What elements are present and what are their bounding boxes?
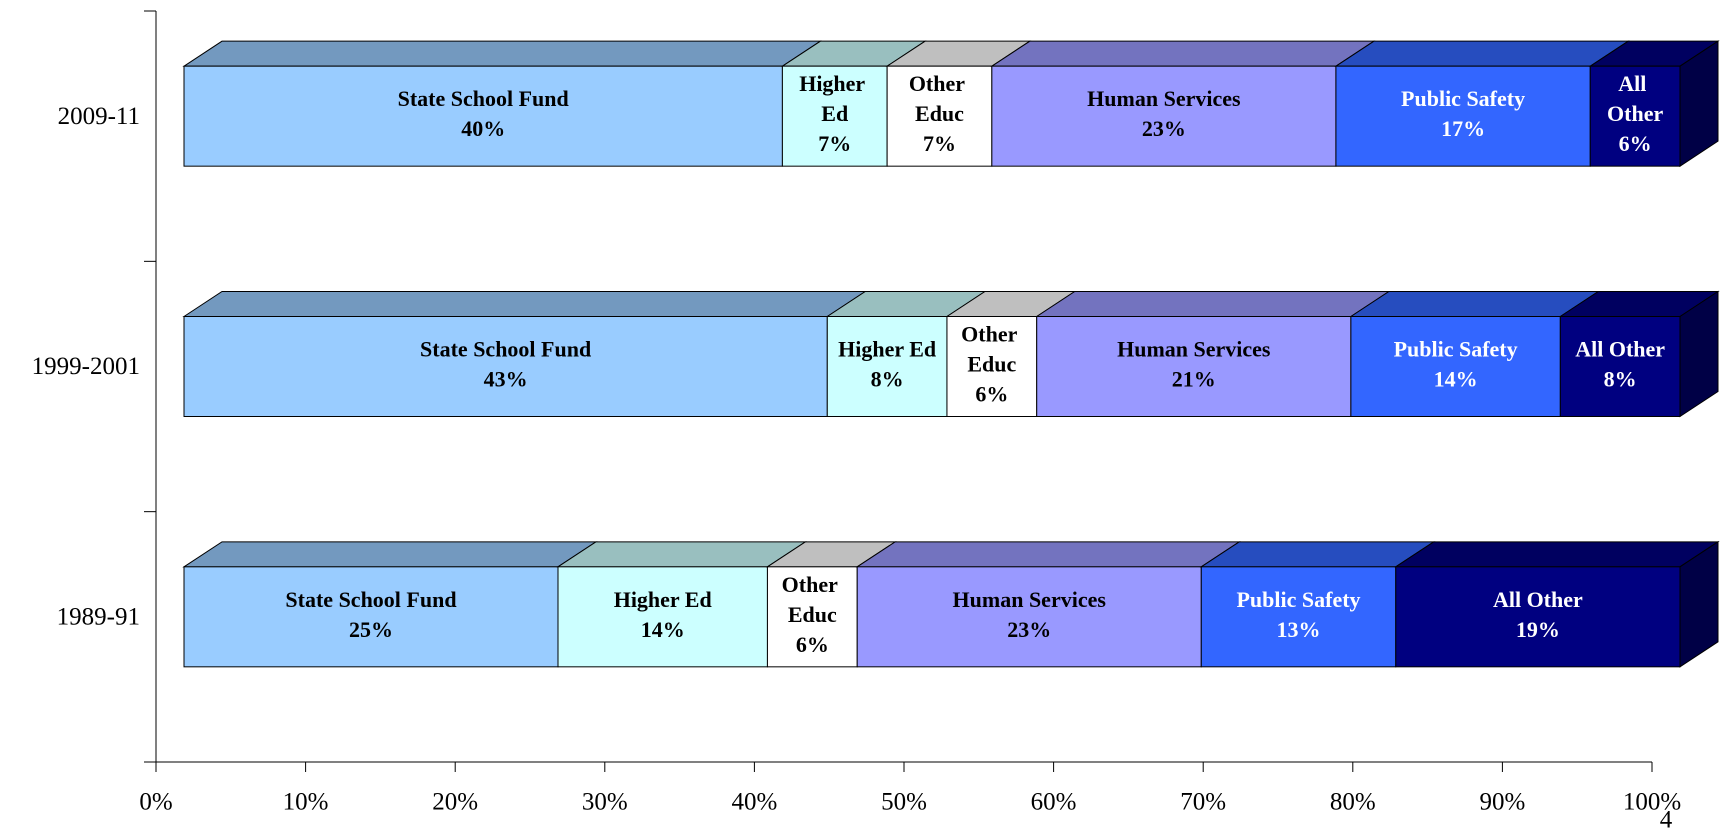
- data-label: 14%: [641, 617, 685, 642]
- segment-name: Public Safety: [1401, 86, 1525, 111]
- segment-name: All Other: [1607, 71, 1663, 126]
- bar-top-face: [1349, 291, 1600, 317]
- segment-name: Public Safety: [1236, 587, 1360, 612]
- bar-top-face: [182, 291, 867, 317]
- segment-name: Human Services: [953, 587, 1107, 612]
- bar: [886, 65, 993, 167]
- segment-name: All Other: [1575, 337, 1665, 362]
- x-tick-label: 40%: [731, 789, 777, 816]
- x-tick-label: 90%: [1479, 789, 1525, 816]
- data-label: 13%: [1277, 617, 1321, 642]
- bar: [1589, 65, 1681, 167]
- data-label: 23%: [1142, 116, 1186, 141]
- data-label: 6%: [1619, 131, 1652, 156]
- segment-name: Other Educ: [782, 572, 843, 627]
- x-tick-label: 50%: [881, 789, 927, 816]
- data-label: 43%: [484, 367, 528, 392]
- bar-top-face: [1035, 291, 1391, 317]
- bar-top-face: [1199, 541, 1436, 568]
- bar: [183, 316, 828, 417]
- bar: [1559, 316, 1681, 417]
- bar: [766, 566, 858, 668]
- x-tick-label: 70%: [1180, 789, 1226, 816]
- segment-name: Higher Ed: [838, 337, 936, 362]
- page-number: 4: [1660, 807, 1673, 832]
- segment-name: All Other: [1493, 587, 1583, 612]
- segment-name: Public Safety: [1394, 337, 1518, 362]
- bar: [826, 316, 948, 417]
- bar: [946, 316, 1038, 417]
- bar-top-face: [855, 541, 1241, 568]
- data-label: 7%: [923, 131, 956, 156]
- bar: [781, 65, 888, 167]
- data-label: 7%: [818, 131, 851, 156]
- bar-top-face: [182, 541, 598, 568]
- data-label: 6%: [975, 382, 1008, 407]
- x-tick-label: 80%: [1330, 789, 1376, 816]
- bar: [1036, 316, 1352, 417]
- segment-name: Higher Ed: [799, 71, 870, 126]
- bar: [991, 65, 1337, 167]
- data-label: 8%: [871, 367, 904, 392]
- bar: [1335, 65, 1591, 167]
- data-label: 19%: [1516, 617, 1560, 642]
- bar: [557, 566, 768, 668]
- x-tick-label: 20%: [432, 789, 478, 816]
- segment-name: State School Fund: [420, 337, 591, 362]
- bar-top-face: [1394, 541, 1720, 568]
- data-label: 40%: [461, 116, 505, 141]
- bar: [856, 566, 1202, 668]
- segment-name: Other Educ: [961, 322, 1022, 377]
- x-tick-label: 10%: [283, 789, 329, 816]
- data-label: 23%: [1007, 617, 1051, 642]
- x-tick-label: 60%: [1031, 789, 1077, 816]
- bar-top-face: [556, 541, 808, 568]
- segment-name: State School Fund: [285, 587, 456, 612]
- data-label: 17%: [1441, 116, 1485, 141]
- segment-name: State School Fund: [398, 86, 569, 111]
- data-label: 21%: [1172, 367, 1216, 392]
- y-tick-label: 1999-2001: [32, 353, 140, 380]
- x-tick-label: 100%: [1623, 789, 1681, 816]
- bar: [183, 65, 783, 167]
- data-label: 25%: [349, 617, 393, 642]
- x-tick-label: 30%: [582, 789, 628, 816]
- bar: [1395, 566, 1681, 668]
- data-label: 14%: [1434, 367, 1478, 392]
- segment-name: Human Services: [1117, 337, 1271, 362]
- segment-name: Human Services: [1087, 86, 1241, 111]
- bar-top-face: [990, 40, 1376, 67]
- data-label: 6%: [796, 632, 829, 657]
- bar-top-face: [182, 40, 823, 67]
- x-tick-label: 0%: [139, 789, 172, 816]
- bar-top-face: [1334, 40, 1630, 67]
- segment-name: Higher Ed: [614, 587, 712, 612]
- y-tick-label: 2009-11: [58, 103, 140, 130]
- y-tick-label: 1989-91: [57, 604, 140, 631]
- segment-name: Other Educ: [909, 71, 970, 126]
- bar: [1200, 566, 1397, 668]
- data-label: 8%: [1604, 367, 1637, 392]
- bar: [1350, 316, 1561, 417]
